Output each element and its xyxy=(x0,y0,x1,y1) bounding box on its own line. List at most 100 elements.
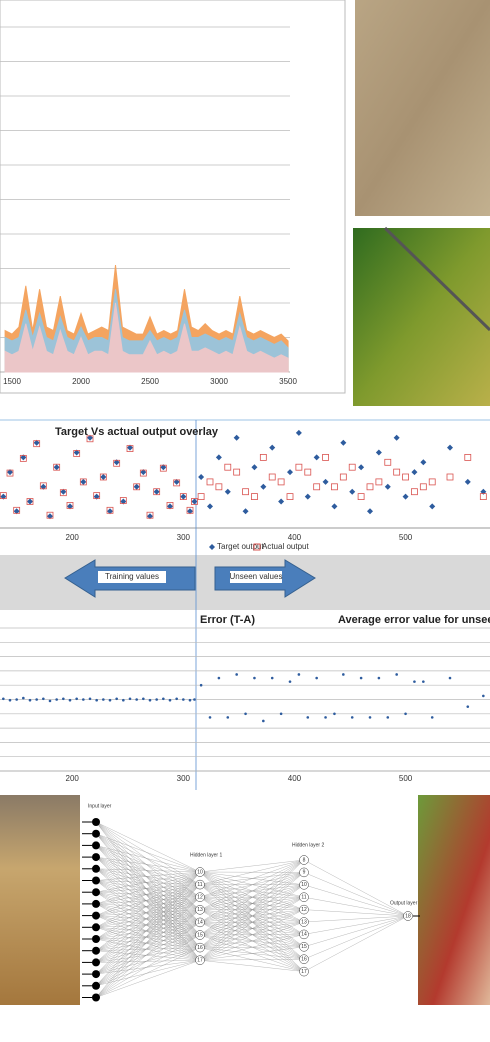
point xyxy=(120,498,127,505)
point xyxy=(348,463,356,471)
edge xyxy=(95,821,201,885)
point xyxy=(126,445,134,452)
edge xyxy=(199,859,305,923)
point xyxy=(322,453,329,461)
edge xyxy=(95,922,201,963)
node-label: 8 xyxy=(303,857,306,863)
legend-label: Actual output xyxy=(262,542,309,551)
node-label: 18 xyxy=(405,913,411,919)
point xyxy=(268,473,276,481)
edge xyxy=(95,833,201,910)
x-tick-label: 1500 xyxy=(3,377,21,386)
edge xyxy=(95,880,201,936)
point xyxy=(127,444,133,451)
point xyxy=(59,489,67,497)
point xyxy=(420,459,427,466)
node xyxy=(299,904,309,915)
edge xyxy=(95,868,201,948)
point xyxy=(233,468,241,476)
point xyxy=(215,483,223,491)
input-node xyxy=(92,864,100,873)
point xyxy=(100,474,107,480)
node-label: 10 xyxy=(197,869,203,875)
point xyxy=(180,493,187,500)
point xyxy=(42,697,45,701)
point xyxy=(404,712,407,716)
edge xyxy=(95,856,201,936)
edge xyxy=(95,880,201,948)
edge xyxy=(95,868,201,910)
edge xyxy=(95,871,201,905)
point xyxy=(46,511,54,519)
node xyxy=(195,905,205,915)
x-tick-label: 400 xyxy=(288,774,302,783)
edge xyxy=(95,856,201,923)
edge xyxy=(303,859,409,917)
node-label: 15 xyxy=(197,932,203,938)
point xyxy=(350,716,354,719)
node-label: 12 xyxy=(197,895,203,901)
node-label: 10 xyxy=(301,882,307,888)
edge xyxy=(95,856,201,910)
point xyxy=(479,493,487,501)
node-label: 16 xyxy=(301,957,307,963)
point xyxy=(340,439,347,446)
point xyxy=(27,498,33,505)
point xyxy=(411,488,418,496)
point xyxy=(66,502,74,509)
point xyxy=(93,492,101,500)
point xyxy=(147,513,153,520)
point xyxy=(411,469,418,476)
edge xyxy=(95,960,201,975)
node xyxy=(299,954,309,964)
point xyxy=(368,716,372,719)
edge xyxy=(95,909,201,998)
edge xyxy=(95,821,201,961)
edge xyxy=(95,909,201,940)
point xyxy=(162,697,165,701)
edge xyxy=(95,903,201,948)
edge xyxy=(95,845,201,923)
point xyxy=(358,464,365,471)
point xyxy=(419,483,427,491)
point xyxy=(122,698,125,702)
point xyxy=(48,699,52,703)
point xyxy=(0,492,7,500)
point xyxy=(86,435,94,443)
point xyxy=(395,673,398,676)
point xyxy=(251,493,258,501)
input-node xyxy=(92,958,100,967)
point xyxy=(251,464,258,471)
annotation: Average error value for unseen da xyxy=(338,614,490,626)
point xyxy=(208,716,212,719)
node-label: 17 xyxy=(197,958,203,964)
arrow-label-box xyxy=(98,571,166,583)
edge xyxy=(95,897,201,963)
edge xyxy=(95,845,201,910)
edge xyxy=(95,845,201,936)
edge xyxy=(95,856,201,948)
edge xyxy=(199,960,305,972)
point xyxy=(217,676,221,680)
edge xyxy=(95,947,201,963)
x-tick-label: 200 xyxy=(66,533,80,542)
edge xyxy=(199,859,305,910)
edge xyxy=(95,845,201,961)
edge xyxy=(95,871,201,963)
edge xyxy=(95,922,201,928)
node xyxy=(195,879,205,890)
edge xyxy=(95,821,201,936)
edge xyxy=(95,897,201,986)
arrow-label: Unseen values xyxy=(230,572,283,581)
point xyxy=(259,453,267,461)
point xyxy=(393,468,401,476)
edge xyxy=(95,892,201,961)
edge xyxy=(95,897,201,975)
photo-road xyxy=(383,226,490,332)
point xyxy=(322,478,329,485)
point xyxy=(159,464,167,472)
edge xyxy=(95,833,201,961)
layer-label: Input layer xyxy=(88,803,112,809)
point xyxy=(115,697,118,701)
